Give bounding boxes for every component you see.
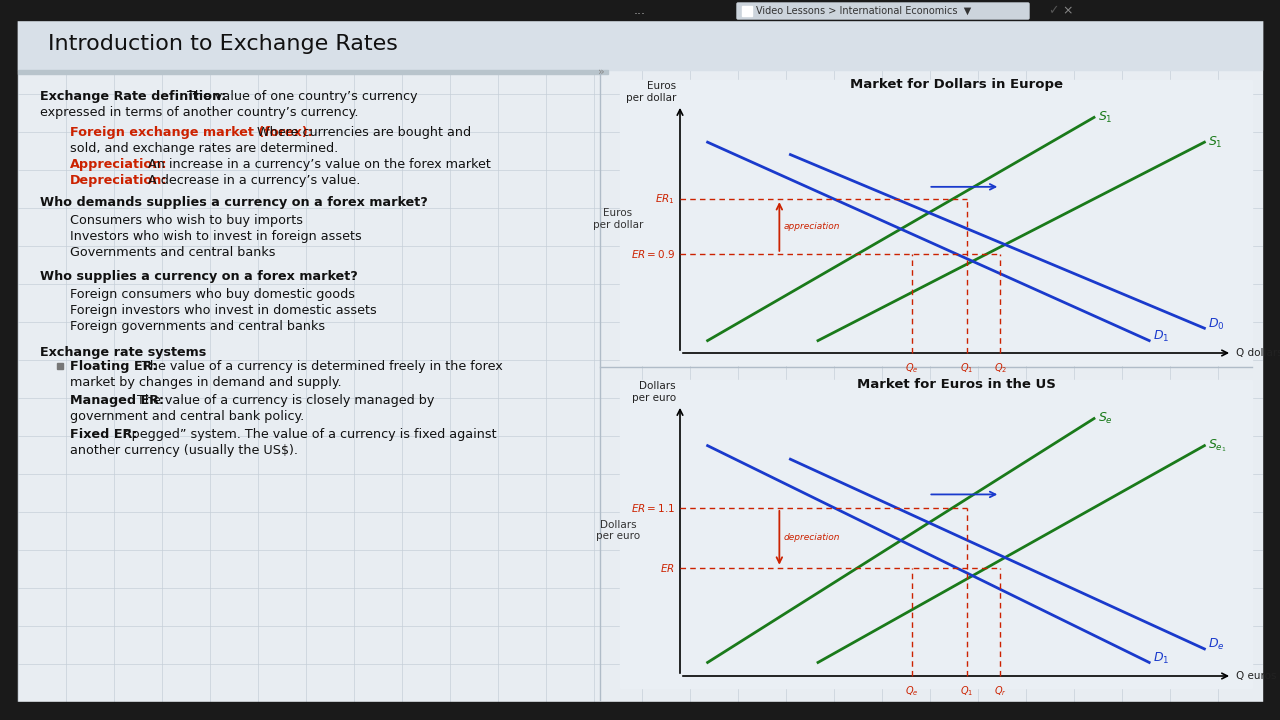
Bar bbox=[0, 702, 1280, 720]
Text: Depreciation:: Depreciation: bbox=[70, 174, 168, 187]
Bar bbox=[742, 6, 753, 16]
Text: Introduction to Exchange Rates: Introduction to Exchange Rates bbox=[49, 34, 398, 54]
Bar bbox=[0, 0, 1280, 20]
Text: Where currencies are bought and: Where currencies are bought and bbox=[252, 126, 471, 139]
Bar bbox=[18, 70, 608, 74]
Text: $Q_1$: $Q_1$ bbox=[960, 684, 974, 698]
Text: $S_1$: $S_1$ bbox=[1208, 135, 1224, 150]
Text: ×: × bbox=[1062, 4, 1073, 17]
Text: $ER=0.9$: $ER=0.9$ bbox=[631, 248, 675, 260]
Text: »: » bbox=[598, 67, 604, 77]
FancyBboxPatch shape bbox=[737, 3, 1029, 19]
Text: Exchange rate systems: Exchange rate systems bbox=[40, 346, 206, 359]
Text: Consumers who wish to buy imports: Consumers who wish to buy imports bbox=[70, 214, 303, 227]
Text: Video Lessons > International Economics  ▼: Video Lessons > International Economics … bbox=[756, 6, 972, 16]
Text: The value of a currency is determined freely in the forex: The value of a currency is determined fr… bbox=[138, 360, 503, 373]
Text: Managed ER:: Managed ER: bbox=[70, 394, 164, 407]
Bar bbox=[18, 18, 1262, 70]
Text: $ER_1$: $ER_1$ bbox=[655, 192, 675, 206]
Text: appreciation: appreciation bbox=[783, 222, 840, 231]
Text: $S_{e_1}$: $S_{e_1}$ bbox=[1208, 437, 1228, 454]
Text: Floating ER:: Floating ER: bbox=[70, 360, 157, 373]
Text: Market for Dollars in Europe: Market for Dollars in Europe bbox=[850, 78, 1062, 91]
Text: Governments and central banks: Governments and central banks bbox=[70, 246, 275, 259]
Text: A decrease in a currency’s value.: A decrease in a currency’s value. bbox=[145, 174, 361, 187]
Text: Appreciation:: Appreciation: bbox=[70, 158, 168, 171]
Text: $D_{1}$: $D_{1}$ bbox=[1153, 329, 1170, 344]
Text: ...: ... bbox=[634, 4, 646, 17]
Text: $D_1$: $D_1$ bbox=[1153, 651, 1170, 666]
Text: Q euros: Q euros bbox=[1236, 671, 1276, 681]
Text: Market for Euros in the US: Market for Euros in the US bbox=[856, 378, 1056, 391]
Text: Dollars
per euro: Dollars per euro bbox=[596, 520, 640, 541]
Text: government and central bank policy.: government and central bank policy. bbox=[70, 410, 305, 423]
Text: sold, and exchange rates are determined.: sold, and exchange rates are determined. bbox=[70, 142, 338, 155]
Text: market by changes in demand and supply.: market by changes in demand and supply. bbox=[70, 376, 342, 389]
Text: An increase in a currency’s value on the forex market: An increase in a currency’s value on the… bbox=[145, 158, 492, 171]
Text: expressed in terms of another country’s currency.: expressed in terms of another country’s … bbox=[40, 106, 358, 119]
Text: $D_e$: $D_e$ bbox=[1208, 637, 1225, 652]
Text: Q dollars: Q dollars bbox=[1236, 348, 1280, 358]
Text: “pegged” system. The value of a currency is fixed against: “pegged” system. The value of a currency… bbox=[122, 428, 497, 441]
Text: $D_0$: $D_0$ bbox=[1208, 317, 1225, 332]
Text: Fixed ER:: Fixed ER: bbox=[70, 428, 137, 441]
Text: Foreign consumers who buy domestic goods: Foreign consumers who buy domestic goods bbox=[70, 288, 355, 301]
Text: $S_1$: $S_1$ bbox=[1098, 110, 1112, 125]
Text: The value of a currency is closely managed by: The value of a currency is closely manag… bbox=[133, 394, 434, 407]
Text: another currency (usually the US$).: another currency (usually the US$). bbox=[70, 444, 298, 457]
Text: Exchange Rate definition:: Exchange Rate definition: bbox=[40, 90, 227, 103]
Text: $Q_e$: $Q_e$ bbox=[905, 361, 919, 375]
Text: Who demands supplies a currency on a forex market?: Who demands supplies a currency on a for… bbox=[40, 196, 428, 209]
Text: Investors who wish to invest in foreign assets: Investors who wish to invest in foreign … bbox=[70, 230, 362, 243]
Bar bbox=[620, 380, 1252, 688]
Bar bbox=[620, 80, 1252, 365]
Text: Euros
per dollar: Euros per dollar bbox=[626, 81, 676, 103]
Text: Foreign exchange market (forex):: Foreign exchange market (forex): bbox=[70, 126, 312, 139]
Text: Foreign investors who invest in domestic assets: Foreign investors who invest in domestic… bbox=[70, 304, 376, 317]
Text: Euros
per dollar: Euros per dollar bbox=[593, 208, 643, 230]
Text: ✓: ✓ bbox=[1048, 4, 1059, 17]
Text: Foreign governments and central banks: Foreign governments and central banks bbox=[70, 320, 325, 333]
Text: $Q_e$: $Q_e$ bbox=[905, 684, 919, 698]
Text: $Q_1$: $Q_1$ bbox=[960, 361, 974, 375]
Text: The value of one country’s currency: The value of one country’s currency bbox=[183, 90, 417, 103]
Text: $S_e$: $S_e$ bbox=[1098, 411, 1112, 426]
Text: $ER$: $ER$ bbox=[660, 562, 675, 574]
Text: $Q_r$: $Q_r$ bbox=[993, 684, 1006, 698]
Text: $ER=1.1$: $ER=1.1$ bbox=[631, 502, 675, 514]
Text: depreciation: depreciation bbox=[783, 534, 840, 542]
Text: $Q_2$: $Q_2$ bbox=[993, 361, 1007, 375]
Text: Dollars
per euro: Dollars per euro bbox=[632, 382, 676, 403]
Text: Who supplies a currency on a forex market?: Who supplies a currency on a forex marke… bbox=[40, 270, 357, 283]
